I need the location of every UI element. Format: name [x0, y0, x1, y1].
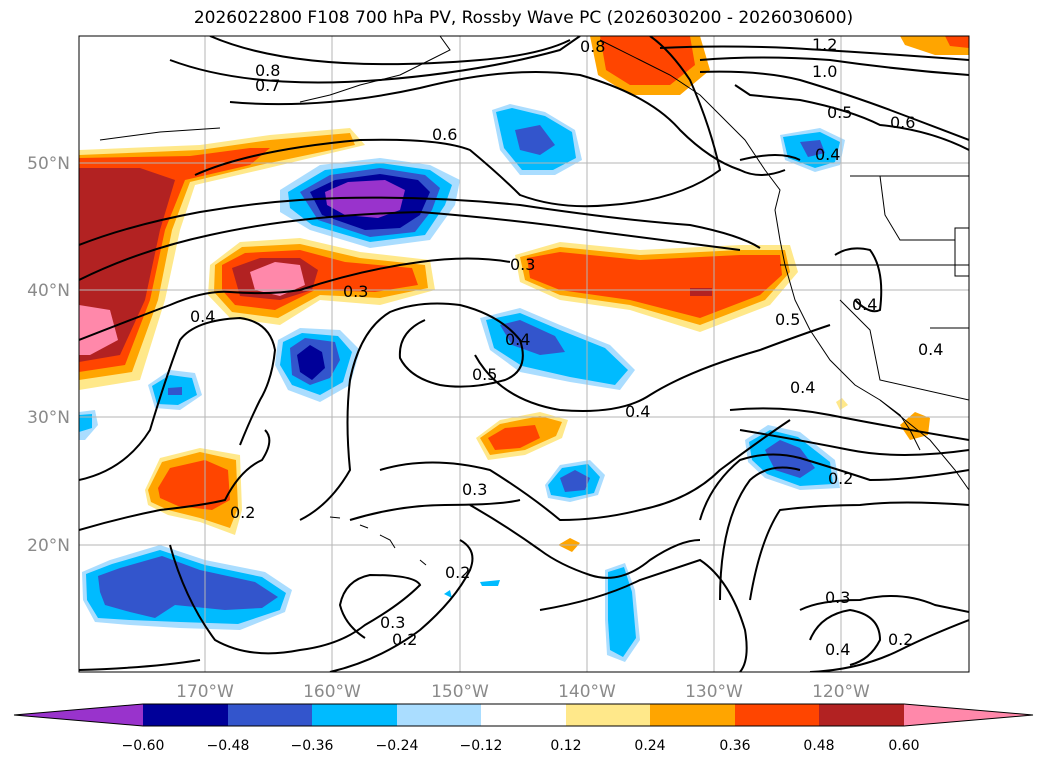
contour-label: 0.2 — [828, 469, 853, 488]
lat-label: 50°N — [27, 154, 70, 174]
contour-label: 0.4 — [505, 330, 530, 349]
contour-label: 0.3 — [343, 282, 368, 301]
contour-labels: 0.8 0.7 1.2 1.0 0.8 0.5 0.6 0.6 0.4 0.4 … — [190, 35, 943, 659]
colorbar-segment — [312, 704, 397, 726]
contour-label: 0.2 — [445, 563, 470, 582]
colorbar-segment — [397, 704, 481, 726]
colorbar-left-extension — [14, 704, 143, 726]
colorbar-segment — [481, 704, 566, 726]
contour-label: 0.4 — [852, 295, 877, 314]
contour-label: 0.5 — [827, 103, 852, 122]
contour-label: 0.3 — [462, 480, 487, 499]
colorbar-tick: 0.48 — [803, 738, 834, 754]
lat-label: 40°N — [27, 281, 70, 301]
longitude-labels: 170°W 160°W 150°W 140°W 130°W 120°W — [176, 682, 870, 702]
contour-label: 0.6 — [432, 125, 457, 144]
contour-label: 0.4 — [815, 145, 840, 164]
colorbar-segment — [566, 704, 650, 726]
colorbar-tick: −0.36 — [291, 738, 334, 754]
contour-label: 1.2 — [812, 35, 837, 54]
colorbar-tick: −0.60 — [122, 738, 165, 754]
contour-label: 0.3 — [510, 255, 535, 274]
coastlines — [99, 36, 969, 566]
lat-label: 20°N — [27, 536, 70, 556]
contour-label: 0.4 — [190, 307, 215, 326]
lon-label: 170°W — [176, 682, 234, 702]
contour-label: 0.4 — [625, 402, 650, 421]
colorbar-tick: 0.36 — [719, 738, 750, 754]
map-frame — [78, 35, 970, 673]
lat-label: 30°N — [27, 408, 70, 428]
contour-label: 0.4 — [825, 640, 850, 659]
colorbar-segment — [143, 704, 228, 726]
colorbar-segment — [228, 704, 312, 726]
colorbar-tick: −0.12 — [460, 738, 503, 754]
contour-label: 0.5 — [472, 365, 497, 384]
contour-label: 0.4 — [790, 378, 815, 397]
colorbar-segment — [735, 704, 819, 726]
graticule — [79, 36, 969, 672]
latitude-labels: 50°N 40°N 30°N 20°N — [27, 154, 70, 556]
contour-label: 1.0 — [812, 62, 837, 81]
contour-label: 0.2 — [888, 630, 913, 649]
contour-label: 0.2 — [392, 630, 417, 649]
colorbar-tick: 0.60 — [888, 738, 919, 754]
colorbar-right-extension — [904, 704, 1033, 726]
colorbar-tick: 0.24 — [634, 738, 665, 754]
colorbar: −0.60 −0.48 −0.36 −0.24 −0.12 0.12 0.24 … — [13, 703, 1034, 754]
colorbar-tick: −0.48 — [207, 738, 250, 754]
contour-label: 0.8 — [255, 61, 280, 80]
contour-label: 0.2 — [230, 503, 255, 522]
lon-label: 160°W — [303, 682, 361, 702]
colorbar-segment — [650, 704, 735, 726]
contour-label: 0.4 — [918, 340, 943, 359]
colorbar-segment — [819, 704, 904, 726]
lon-label: 150°W — [431, 682, 489, 702]
contours — [79, 36, 969, 672]
contour-label: 0.8 — [580, 37, 605, 56]
map-title: 2026022800 F108 700 hPa PV, Rossby Wave … — [193, 8, 854, 28]
lon-label: 130°W — [685, 682, 743, 702]
lon-label: 140°W — [558, 682, 616, 702]
contour-label: 0.3 — [380, 613, 405, 632]
lon-label: 120°W — [812, 682, 870, 702]
contour-label: 0.6 — [890, 113, 915, 132]
contour-label: 0.3 — [825, 588, 850, 607]
contour-label: 0.5 — [775, 310, 800, 329]
shaded-fields — [79, 36, 969, 662]
colorbar-tick: −0.24 — [376, 738, 419, 754]
contour-label: 0.7 — [255, 76, 280, 95]
colorbar-tick: 0.12 — [550, 738, 581, 754]
